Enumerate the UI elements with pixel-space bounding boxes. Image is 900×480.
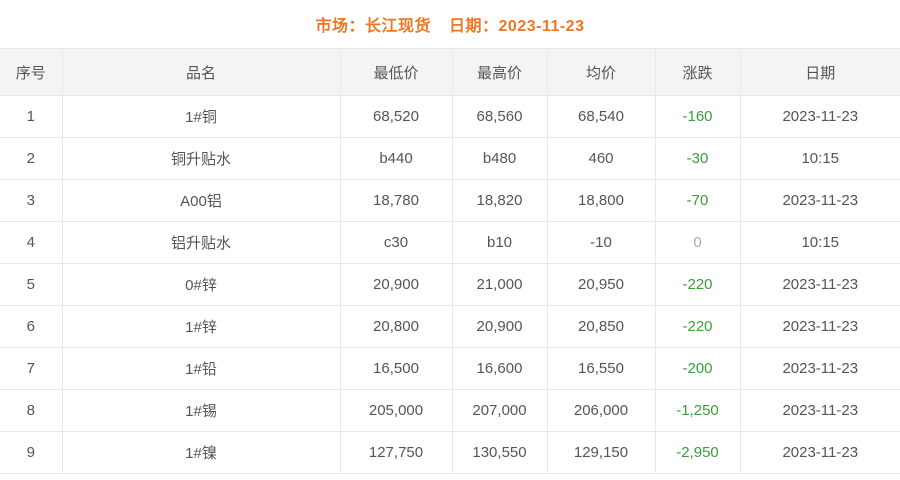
date-title: 日期：2023-11-23 bbox=[449, 18, 585, 35]
table-row: 1 1#铜 68,520 68,560 68,540 -160 2023-11-23 bbox=[0, 95, 900, 138]
cell-low-price: 16,500 bbox=[340, 347, 453, 390]
table-row: 6 1#锌 20,800 20,900 20,850 -220 2023-11-23 bbox=[0, 305, 900, 348]
cell-date: 2023-11-23 bbox=[740, 179, 900, 222]
cell-low-price: 68,520 bbox=[340, 95, 453, 138]
cell-high-price: 207,000 bbox=[452, 389, 548, 432]
cell-low-price: 205,000 bbox=[340, 389, 453, 432]
market-title: 市场：长江现货 bbox=[315, 18, 432, 35]
cell-avg-price: 20,950 bbox=[547, 263, 656, 306]
cell-no: 8 bbox=[0, 389, 63, 432]
cell-no: 2 bbox=[0, 137, 63, 180]
cell-no: 4 bbox=[0, 221, 63, 264]
price-table-body: 1 1#铜 68,520 68,560 68,540 -160 2023-11-23 2 铜升贴… bbox=[0, 95, 900, 474]
page-title: 市场：长江现货 日期：2023-11-23 bbox=[316, 12, 585, 36]
cell-no: 3 bbox=[0, 179, 63, 222]
header-row: 序号 品名 最低价 最高价 均价 涨跌 日期 bbox=[0, 48, 900, 96]
cell-product-name: 铝升贴水 bbox=[62, 221, 341, 264]
cell-high-price: b480 bbox=[452, 137, 548, 180]
cell-change: 0 bbox=[655, 221, 741, 264]
column-header-name: 品名 bbox=[62, 48, 341, 96]
cell-high-price: 18,820 bbox=[452, 179, 548, 222]
cell-low-price: b440 bbox=[340, 137, 453, 180]
cell-no: 7 bbox=[0, 347, 63, 390]
cell-change: -220 bbox=[655, 305, 741, 348]
column-header-change: 涨跌 bbox=[655, 48, 741, 96]
cell-no: 6 bbox=[0, 305, 63, 348]
cell-high-price: b10 bbox=[452, 221, 548, 264]
page-header: 市场：长江现货 日期：2023-11-23 bbox=[0, 0, 900, 48]
column-header-high: 最高价 bbox=[452, 48, 548, 96]
cell-no: 9 bbox=[0, 431, 63, 474]
cell-product-name: 铜升贴水 bbox=[62, 137, 341, 180]
cell-date: 2023-11-23 bbox=[740, 305, 900, 348]
cell-high-price: 16,600 bbox=[452, 347, 548, 390]
cell-avg-price: 16,550 bbox=[547, 347, 656, 390]
cell-date: 10:15 bbox=[740, 137, 900, 180]
cell-product-name: 1#锌 bbox=[62, 305, 341, 348]
cell-date: 2023-11-23 bbox=[740, 263, 900, 306]
cell-avg-price: 68,540 bbox=[547, 95, 656, 138]
cell-avg-price: 206,000 bbox=[547, 389, 656, 432]
cell-low-price: 127,750 bbox=[340, 431, 453, 474]
cell-date: 2023-11-23 bbox=[740, 389, 900, 432]
cell-date: 2023-11-23 bbox=[740, 95, 900, 138]
column-header-date: 日期 bbox=[740, 48, 900, 96]
table-row: 2 铜升贴水 b440 b480 460 -30 10:15 bbox=[0, 137, 900, 180]
cell-avg-price: 460 bbox=[547, 137, 656, 180]
cell-change: -1,250 bbox=[655, 389, 741, 432]
cell-high-price: 130,550 bbox=[452, 431, 548, 474]
price-table-header: 序号 品名 最低价 最高价 均价 涨跌 日期 bbox=[0, 48, 900, 96]
cell-high-price: 20,900 bbox=[452, 305, 548, 348]
table-row: 8 1#锡 205,000 207,000 206,000 -1,250 2023-11-2… bbox=[0, 389, 900, 432]
table-row: 3 A00铝 18,780 18,820 18,800 -70 2023-11-23 bbox=[0, 179, 900, 222]
price-table: 序号 品名 最低价 最高价 均价 涨跌 日期 1 1#铜 68,520 68,560 6… bbox=[0, 48, 900, 474]
cell-low-price: 20,800 bbox=[340, 305, 453, 348]
cell-low-price: c30 bbox=[340, 221, 453, 264]
cell-change: -160 bbox=[655, 95, 741, 138]
column-header-low: 最低价 bbox=[340, 48, 453, 96]
cell-date: 2023-11-23 bbox=[740, 347, 900, 390]
table-row: 4 铝升贴水 c30 b10 -10 0 10:15 bbox=[0, 221, 900, 264]
cell-product-name: 1#铜 bbox=[62, 95, 341, 138]
cell-product-name: 0#锌 bbox=[62, 263, 341, 306]
cell-avg-price: -10 bbox=[547, 221, 656, 264]
cell-date: 2023-11-23 bbox=[740, 431, 900, 474]
table-row: 7 1#铅 16,500 16,600 16,550 -200 2023-11-23 bbox=[0, 347, 900, 390]
cell-avg-price: 20,850 bbox=[547, 305, 656, 348]
cell-product-name: 1#镍 bbox=[62, 431, 341, 474]
cell-product-name: A00铝 bbox=[62, 179, 341, 222]
cell-high-price: 21,000 bbox=[452, 263, 548, 306]
cell-change: -220 bbox=[655, 263, 741, 306]
cell-product-name: 1#铅 bbox=[62, 347, 341, 390]
cell-low-price: 18,780 bbox=[340, 179, 453, 222]
column-header-avg: 均价 bbox=[547, 48, 656, 96]
cell-high-price: 68,560 bbox=[452, 95, 548, 138]
cell-no: 5 bbox=[0, 263, 63, 306]
cell-change: -200 bbox=[655, 347, 741, 390]
table-row: 5 0#锌 20,900 21,000 20,950 -220 2023-11-23 bbox=[0, 263, 900, 306]
column-header-no: 序号 bbox=[0, 48, 63, 96]
cell-no: 1 bbox=[0, 95, 63, 138]
table-row: 9 1#镍 127,750 130,550 129,150 -2,950 2023-11-2… bbox=[0, 431, 900, 474]
cell-date: 10:15 bbox=[740, 221, 900, 264]
cell-low-price: 20,900 bbox=[340, 263, 453, 306]
cell-avg-price: 129,150 bbox=[547, 431, 656, 474]
cell-change: -2,950 bbox=[655, 431, 741, 474]
cell-change: -30 bbox=[655, 137, 741, 180]
cell-avg-price: 18,800 bbox=[547, 179, 656, 222]
cell-product-name: 1#锡 bbox=[62, 389, 341, 432]
cell-change: -70 bbox=[655, 179, 741, 222]
